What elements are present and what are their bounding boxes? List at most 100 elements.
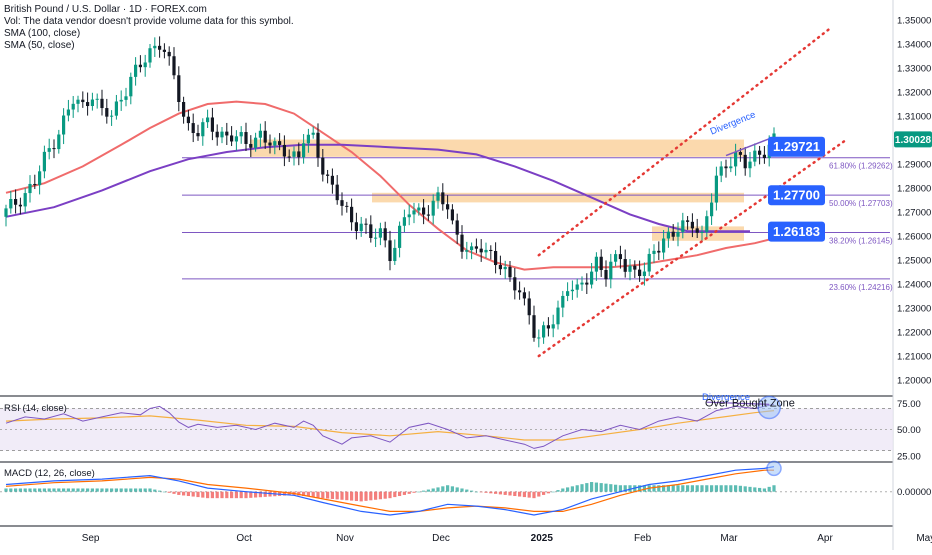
candle-body[interactable] xyxy=(479,248,483,253)
candle-body[interactable] xyxy=(686,220,690,222)
sma100-legend[interactable]: SMA (100, close) xyxy=(4,28,81,39)
candle-body[interactable] xyxy=(729,166,733,169)
candle-body[interactable] xyxy=(460,234,464,252)
candle-body[interactable] xyxy=(738,152,742,155)
candle-body[interactable] xyxy=(23,193,27,207)
candle-body[interactable] xyxy=(254,137,258,148)
candle-body[interactable] xyxy=(4,208,8,217)
key-level-badge[interactable] xyxy=(768,221,825,242)
candle-body[interactable] xyxy=(546,325,550,329)
candle-body[interactable] xyxy=(494,251,498,266)
candle-body[interactable] xyxy=(412,210,416,215)
candle-body[interactable] xyxy=(47,148,51,152)
candle-body[interactable] xyxy=(676,231,680,237)
candle-body[interactable] xyxy=(57,134,61,150)
candle-body[interactable] xyxy=(162,49,166,52)
candle-body[interactable] xyxy=(633,265,637,270)
candle-body[interactable] xyxy=(95,98,99,100)
candle-body[interactable] xyxy=(292,151,296,157)
candle-body[interactable] xyxy=(532,315,536,338)
candle-body[interactable] xyxy=(594,256,598,272)
candle-body[interactable] xyxy=(225,131,229,136)
candle-body[interactable] xyxy=(28,183,32,194)
candle-body[interactable] xyxy=(474,246,478,249)
candle-body[interactable] xyxy=(71,103,75,110)
sma50-legend[interactable]: SMA (50, close) xyxy=(4,40,75,51)
candle-body[interactable] xyxy=(638,269,642,277)
candle-body[interactable] xyxy=(585,282,589,285)
candle-body[interactable] xyxy=(647,253,651,272)
upper-trendline[interactable] xyxy=(537,25,833,257)
candle-body[interactable] xyxy=(657,250,661,253)
candle-body[interactable] xyxy=(306,134,310,144)
candle-body[interactable] xyxy=(196,133,200,137)
candle-body[interactable] xyxy=(129,76,133,97)
candle-body[interactable] xyxy=(201,122,205,137)
candle-body[interactable] xyxy=(431,200,435,216)
candle-body[interactable] xyxy=(522,292,526,299)
candle-body[interactable] xyxy=(508,266,512,278)
candle-body[interactable] xyxy=(210,117,214,132)
candle-body[interactable] xyxy=(345,205,349,207)
candle-body[interactable] xyxy=(642,271,646,277)
candle-body[interactable] xyxy=(273,141,277,146)
candle-body[interactable] xyxy=(18,204,22,207)
candle-body[interactable] xyxy=(690,221,694,229)
candle-body[interactable] xyxy=(537,337,541,339)
candle-body[interactable] xyxy=(244,132,248,144)
key-level-badge[interactable] xyxy=(768,136,825,157)
candle-body[interactable] xyxy=(268,142,272,146)
candle-body[interactable] xyxy=(239,132,243,137)
candle-body[interactable] xyxy=(758,150,762,155)
candle-body[interactable] xyxy=(383,228,387,241)
candle-body[interactable] xyxy=(215,131,219,138)
candle-body[interactable] xyxy=(340,200,344,206)
candle-body[interactable] xyxy=(134,64,138,77)
candle-body[interactable] xyxy=(556,307,560,325)
candle-body[interactable] xyxy=(138,64,142,68)
candle-body[interactable] xyxy=(714,175,718,203)
candle-body[interactable] xyxy=(62,115,66,135)
candle-body[interactable] xyxy=(330,175,334,185)
candle-body[interactable] xyxy=(374,237,378,239)
candle-body[interactable] xyxy=(417,207,421,211)
candle-body[interactable] xyxy=(100,98,104,109)
candle-body[interactable] xyxy=(590,271,594,285)
candle-body[interactable] xyxy=(470,246,474,251)
candle-body[interactable] xyxy=(114,101,118,116)
candle-body[interactable] xyxy=(220,131,224,138)
candle-body[interactable] xyxy=(628,265,632,272)
candle-body[interactable] xyxy=(278,141,282,145)
candle-body[interactable] xyxy=(570,289,574,292)
candle-body[interactable] xyxy=(143,62,147,68)
candle-body[interactable] xyxy=(167,51,171,57)
candle-body[interactable] xyxy=(455,220,459,235)
lower-trendline[interactable] xyxy=(537,138,848,358)
candle-body[interactable] xyxy=(527,298,531,316)
candle-body[interactable] xyxy=(148,48,152,63)
candle-body[interactable] xyxy=(311,132,315,135)
candle-body[interactable] xyxy=(484,249,488,253)
candle-body[interactable] xyxy=(359,223,363,232)
candle-body[interactable] xyxy=(302,143,306,158)
candle-body[interactable] xyxy=(623,259,627,272)
candle-body[interactable] xyxy=(282,144,286,157)
candle-body[interactable] xyxy=(297,151,301,158)
candle-body[interactable] xyxy=(186,116,190,124)
candle-body[interactable] xyxy=(86,102,90,107)
candle-body[interactable] xyxy=(609,261,613,280)
candle-body[interactable] xyxy=(407,214,411,218)
candle-body[interactable] xyxy=(172,56,176,76)
candle-body[interactable] xyxy=(710,202,714,217)
candle-body[interactable] xyxy=(263,130,267,143)
candle-body[interactable] xyxy=(566,291,570,296)
candle-body[interactable] xyxy=(580,282,584,285)
candle-body[interactable] xyxy=(518,290,522,293)
candle-body[interactable] xyxy=(388,240,392,262)
candle-body[interactable] xyxy=(695,228,699,233)
symbol-title[interactable]: British Pound / U.S. Dollar · 1D · FOREX… xyxy=(4,4,207,15)
candle-body[interactable] xyxy=(378,228,382,238)
candle-body[interactable] xyxy=(191,123,195,134)
candle-body[interactable] xyxy=(38,171,42,186)
candle-body[interactable] xyxy=(177,75,181,102)
